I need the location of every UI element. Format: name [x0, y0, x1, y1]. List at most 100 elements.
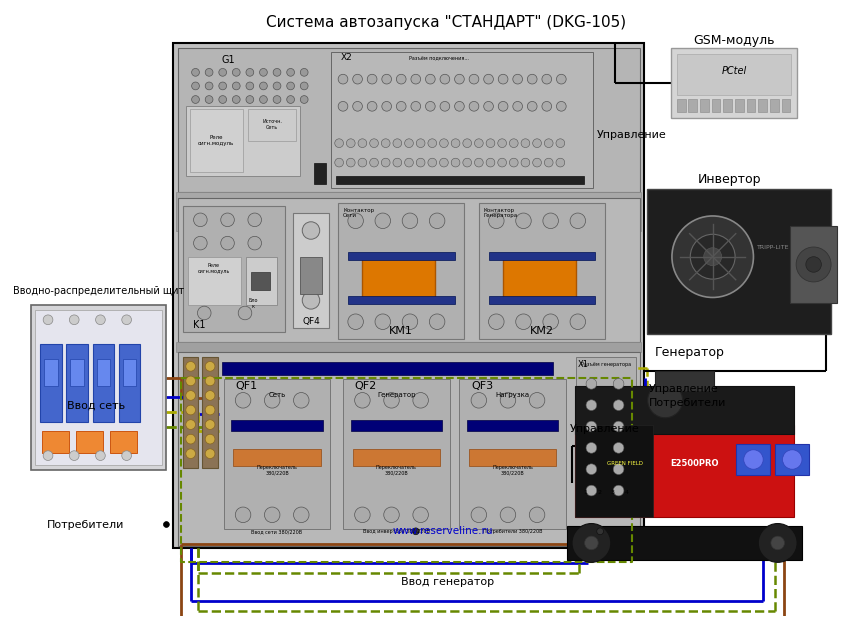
Circle shape [613, 421, 624, 432]
Text: QF4: QF4 [302, 318, 320, 326]
Circle shape [260, 82, 268, 90]
Circle shape [367, 74, 377, 84]
Circle shape [586, 400, 597, 411]
Bar [36, 310, 162, 466]
Circle shape [397, 101, 406, 111]
Circle shape [451, 139, 460, 148]
Text: Контактор
Генератора: Контактор Генератора [484, 208, 518, 219]
Circle shape [413, 392, 429, 408]
Bar [503, 257, 576, 301]
Text: TRIPP-LITE: TRIPP-LITE [757, 244, 789, 249]
Bar [188, 257, 241, 305]
Bar [203, 357, 218, 468]
Bar [348, 296, 455, 304]
Circle shape [451, 158, 460, 167]
Circle shape [352, 101, 362, 111]
Circle shape [509, 158, 518, 167]
Text: Генератор: Генератор [655, 346, 724, 359]
Circle shape [430, 213, 445, 229]
Bar [782, 99, 791, 112]
Circle shape [425, 74, 436, 84]
Bar [469, 449, 557, 466]
Circle shape [440, 158, 449, 167]
Circle shape [484, 101, 494, 111]
Text: KM1: KM1 [390, 326, 413, 336]
Circle shape [186, 405, 196, 415]
Text: Реле
сигн.модуль: Реле сигн.модуль [197, 135, 234, 146]
Circle shape [355, 507, 370, 522]
Circle shape [95, 315, 106, 324]
Circle shape [370, 139, 378, 148]
Circle shape [370, 158, 378, 167]
Circle shape [273, 82, 281, 90]
Text: Система автозапуска "СТАНДАРТ" (DKG-105): Система автозапуска "СТАНДАРТ" (DKG-105) [266, 16, 626, 31]
Bar [575, 424, 653, 517]
Bar [348, 252, 455, 259]
Bar [712, 99, 721, 112]
Circle shape [186, 420, 196, 429]
Circle shape [527, 74, 537, 84]
Circle shape [358, 139, 367, 148]
Circle shape [556, 158, 565, 167]
Bar [488, 252, 595, 259]
Text: Нагрузка: Нагрузка [495, 392, 530, 399]
Circle shape [759, 524, 797, 562]
Bar [700, 99, 708, 112]
Text: Генератор: Генератор [377, 392, 416, 399]
Text: 4: 4 [624, 490, 629, 495]
Circle shape [186, 376, 196, 386]
Circle shape [488, 314, 504, 329]
Bar [575, 424, 794, 517]
Text: Переключатель
380/220В: Переключатель 380/220В [256, 465, 297, 476]
Text: QF3: QF3 [471, 381, 494, 391]
Text: Ввод сеть: Ввод сеть [67, 401, 125, 411]
Circle shape [471, 392, 487, 408]
Circle shape [355, 392, 370, 408]
Circle shape [412, 528, 419, 535]
Circle shape [557, 74, 566, 84]
Bar [759, 99, 767, 112]
Circle shape [346, 139, 355, 148]
Bar [76, 431, 103, 452]
Circle shape [542, 101, 552, 111]
Bar [791, 226, 837, 303]
Circle shape [382, 74, 391, 84]
Circle shape [375, 314, 391, 329]
Circle shape [543, 314, 559, 329]
Circle shape [484, 74, 494, 84]
Circle shape [191, 82, 199, 90]
Circle shape [164, 522, 170, 528]
Circle shape [43, 315, 53, 324]
Circle shape [69, 451, 79, 461]
Circle shape [221, 236, 235, 250]
Circle shape [205, 391, 215, 401]
Circle shape [411, 101, 421, 111]
Circle shape [462, 139, 472, 148]
Bar [656, 371, 714, 391]
Circle shape [542, 74, 552, 84]
Bar [70, 359, 84, 386]
Text: Управление: Управление [597, 129, 666, 139]
Circle shape [248, 213, 262, 227]
Text: 1: 1 [584, 490, 587, 495]
Circle shape [205, 405, 215, 415]
Circle shape [260, 69, 268, 76]
Bar [351, 420, 442, 431]
Bar [352, 449, 440, 466]
Circle shape [384, 392, 399, 408]
Bar [119, 344, 140, 422]
Bar [186, 106, 301, 176]
Bar [488, 296, 595, 304]
Circle shape [509, 139, 518, 148]
Circle shape [197, 306, 211, 320]
Bar [677, 54, 792, 94]
Text: Потребители: Потребители [649, 398, 726, 408]
Circle shape [586, 421, 597, 432]
Bar [42, 431, 69, 452]
Text: 3: 3 [611, 490, 615, 495]
Circle shape [690, 234, 735, 279]
Circle shape [346, 158, 355, 167]
Circle shape [294, 507, 309, 522]
Circle shape [273, 69, 281, 76]
Circle shape [440, 139, 449, 148]
